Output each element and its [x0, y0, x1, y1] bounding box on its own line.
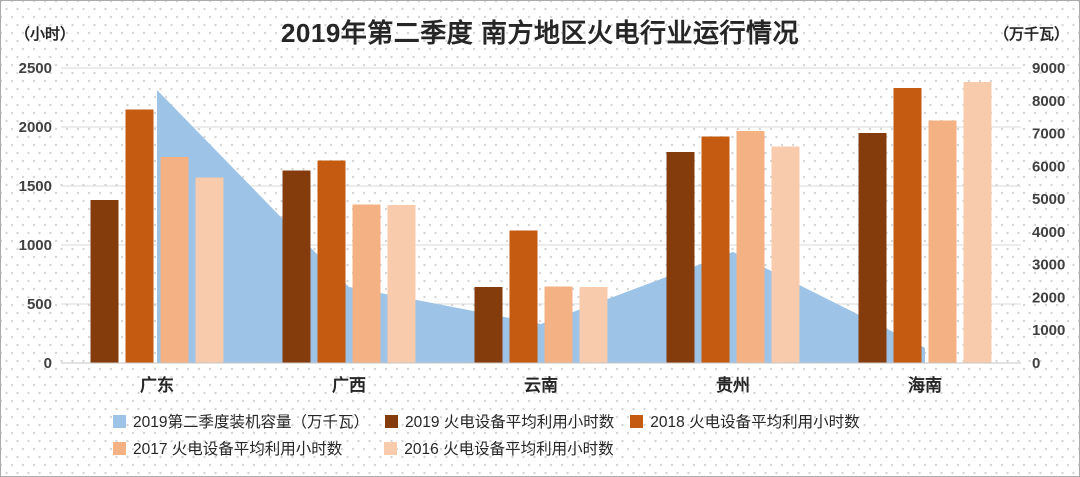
bar-series-2-cat-2	[544, 286, 573, 363]
right-axis-tick-label: 3000	[1032, 257, 1065, 274]
left-axis-tick-label: 2500	[19, 60, 52, 77]
right-axis-tick-label: 4000	[1032, 224, 1065, 241]
left-axis-unit: （小时）	[15, 26, 76, 43]
right-axis-tick-label: 9000	[1032, 60, 1065, 77]
legend-item-hours-2017: 2017 火电设备平均利用小时数	[113, 437, 342, 459]
bar-series-0-cat-1	[282, 170, 311, 363]
left-axis-tick-label: 2000	[19, 119, 52, 136]
x-axis-label-0: 广东	[140, 375, 174, 395]
bar-series-2-cat-0	[160, 157, 189, 363]
right-axis-tick-label: 8000	[1032, 93, 1065, 110]
left-axis-tick-label: 1000	[19, 237, 52, 254]
legend-label-2016: 2016 火电设备平均利用小时数	[404, 441, 614, 458]
bar-series-0-cat-3	[666, 151, 695, 363]
legend: 2019第二季度装机容量（万千瓦） 2019 火电设备平均利用小时数 2018 …	[113, 411, 1059, 458]
bar-series-3-cat-2	[579, 286, 608, 363]
bar-series-1-cat-2	[509, 230, 538, 364]
chart-title: 2019年第二季度 南方地区火电行业运行情况	[280, 18, 800, 48]
legend-item-capacity-2019q2: 2019第二季度装机容量（万千瓦）	[113, 410, 369, 432]
legend-row-1: 2019第二季度装机容量（万千瓦） 2019 火电设备平均利用小时数 2018 …	[113, 411, 1059, 431]
legend-swatch-2016	[384, 441, 398, 455]
left-axis-tick-label: 500	[27, 296, 52, 313]
bar-series-0-cat-4	[858, 132, 887, 363]
legend-swatch-2017	[113, 441, 126, 455]
legend-swatch-capacity	[113, 414, 126, 428]
area-series-installed-capacity	[157, 89, 925, 363]
right-axis-tick-label: 1000	[1032, 322, 1065, 339]
legend-label-2019: 2019 火电设备平均利用小时数	[404, 414, 615, 431]
bar-series-2-cat-3	[736, 131, 765, 363]
legend-label-2017: 2017 火电设备平均利用小时数	[133, 441, 343, 458]
x-axis-label-1: 广西	[332, 375, 366, 395]
legend-swatch-2018	[630, 414, 644, 428]
bar-series-0-cat-0	[90, 200, 119, 363]
x-axis-label-4: 海南	[908, 375, 942, 395]
legend-row-2: 2017 火电设备平均利用小时数 2016 火电设备平均利用小时数	[113, 438, 1059, 458]
bar-series-1-cat-1	[317, 160, 346, 363]
chart-canvas: 0 500 1000 1500 2000 2500 0 1000 2000 3000 4000 500…	[19, 60, 1066, 395]
bar-series-1-cat-4	[893, 88, 922, 363]
bar-series-1-cat-3	[701, 136, 730, 363]
bar-series-3-cat-4	[963, 82, 992, 363]
x-axis-label-3: 贵州	[716, 375, 750, 395]
left-axis-tick-label: 0	[44, 355, 52, 372]
bar-series-2-cat-1	[352, 204, 381, 363]
right-axis-unit: （万千瓦）	[993, 26, 1069, 43]
left-axis-tick-label: 1500	[19, 178, 52, 195]
bar-series-3-cat-0	[195, 177, 224, 363]
right-axis-tick-label: 7000	[1032, 126, 1065, 143]
legend-label-capacity: 2019第二季度装机容量（万千瓦）	[133, 414, 369, 431]
legend-item-hours-2019: 2019 火电设备平均利用小时数	[384, 410, 615, 432]
right-axis-tick-label: 0	[1032, 355, 1040, 372]
legend-item-hours-2016: 2016 火电设备平均利用小时数	[384, 437, 614, 459]
right-axis-tick-label: 5000	[1032, 191, 1065, 208]
x-axis-label-2: 云南	[524, 375, 558, 395]
bar-series-1-cat-0	[125, 109, 154, 363]
bar-series-3-cat-1	[387, 204, 416, 363]
bar-series-3-cat-3	[771, 146, 800, 363]
legend-item-hours-2018: 2018 火电设备平均利用小时数	[630, 410, 860, 432]
bar-series-2-cat-4	[928, 120, 957, 363]
bar-series-0-cat-2	[474, 286, 503, 363]
right-axis-tick-label: 6000	[1032, 158, 1065, 175]
right-axis-tick-label: 2000	[1032, 289, 1065, 306]
legend-label-2018: 2018 火电设备平均利用小时数	[650, 414, 860, 431]
legend-swatch-2019	[384, 414, 398, 428]
